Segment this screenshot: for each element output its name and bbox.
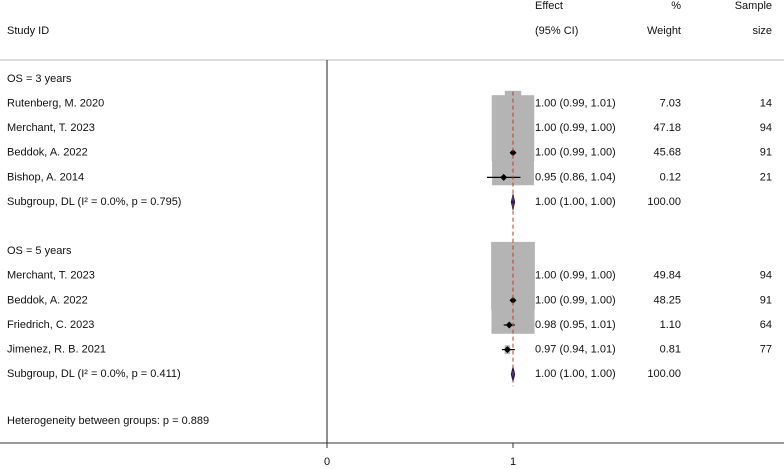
sample-size: 77 <box>760 344 772 356</box>
study-name: Jimenez, R. B. 2021 <box>7 344 106 356</box>
effect-marker <box>509 296 517 304</box>
effect-label: 0.97 (0.94, 1.01) <box>535 344 616 356</box>
subgroup-weight-label: 100.00 <box>647 368 681 380</box>
header-size: Sample <box>735 0 772 12</box>
sample-size: 64 <box>760 319 772 331</box>
effect-label: 1.00 (0.99, 1.00) <box>535 294 616 306</box>
subgroup-weight-label: 100.00 <box>647 196 681 208</box>
subgroup-diamond <box>510 193 516 211</box>
group-label: OS = 3 years <box>7 73 72 85</box>
weight-label: 1.10 <box>660 319 681 331</box>
study-name: Friedrich, C. 2023 <box>7 319 94 331</box>
weight-label: 45.68 <box>653 147 681 159</box>
study-name: Bishop, A. 2014 <box>7 171 84 183</box>
effect-label: 0.98 (0.95, 1.01) <box>535 319 616 331</box>
effect-label: 0.95 (0.86, 1.04) <box>535 171 616 183</box>
study-name: Rutenberg, M. 2020 <box>7 98 104 110</box>
header-effect: Effect <box>535 0 563 12</box>
effect-marker <box>505 321 513 329</box>
subgroup-effect-label: 1.00 (1.00, 1.00) <box>535 196 616 208</box>
weight-label: 47.18 <box>653 122 681 134</box>
study-name: Merchant, T. 2023 <box>7 122 95 134</box>
header-effect: (95% CI) <box>535 25 578 37</box>
subgroup-label: Subgroup, DL (I² = 0.0%, p = 0.795) <box>7 196 181 208</box>
heterogeneity-note: Heterogeneity between groups: p = 0.889 <box>7 415 209 427</box>
sample-size: 94 <box>760 270 772 282</box>
header-size: size <box>752 25 772 37</box>
weight-label: 7.03 <box>660 98 681 110</box>
header-weight: % <box>671 0 681 12</box>
subgroup-effect-label: 1.00 (1.00, 1.00) <box>535 368 616 380</box>
subgroup-label: Subgroup, DL (I² = 0.0%, p = 0.411) <box>7 368 181 380</box>
x-tick-label: 0 <box>324 456 330 468</box>
study-name: Merchant, T. 2023 <box>7 270 95 282</box>
sample-size: 21 <box>760 171 772 183</box>
sample-size: 14 <box>760 98 772 110</box>
effect-marker <box>509 149 517 157</box>
group-label: OS = 5 years <box>7 245 72 257</box>
weight-label: 49.84 <box>653 270 681 282</box>
weight-label: 0.12 <box>660 171 681 183</box>
study-name: Beddok, A. 2022 <box>7 147 88 159</box>
sample-size: 91 <box>760 147 772 159</box>
sample-size: 94 <box>760 122 772 134</box>
study-name: Beddok, A. 2022 <box>7 294 88 306</box>
header-weight: Weight <box>647 25 681 37</box>
effect-label: 1.00 (0.99, 1.00) <box>535 122 616 134</box>
weight-label: 48.25 <box>653 294 681 306</box>
x-tick-label: 1 <box>510 456 516 468</box>
weight-label: 0.81 <box>660 344 681 356</box>
sample-size: 91 <box>760 294 772 306</box>
effect-label: 1.00 (0.99, 1.00) <box>535 147 616 159</box>
effect-label: 1.00 (0.99, 1.01) <box>535 98 616 110</box>
effect-marker <box>503 346 511 354</box>
header-study: Study ID <box>7 25 49 37</box>
effect-marker <box>500 173 508 181</box>
effect-label: 1.00 (0.99, 1.00) <box>535 270 616 282</box>
